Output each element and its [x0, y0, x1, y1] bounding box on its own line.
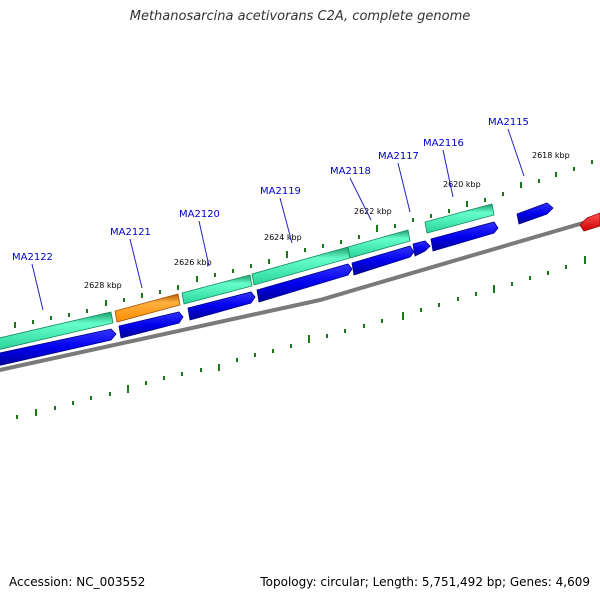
genome-backbone — [0, 216, 600, 372]
scale-label: 2620 kbp — [443, 180, 481, 189]
scale-markers: 2618 kbp 2620 kbp 2622 kbp 2624 kbp 2626… — [84, 151, 570, 290]
cds-forward[interactable] — [0, 311, 114, 350]
gene-label[interactable]: MA2122 — [12, 252, 53, 263]
forward-strand-track — [0, 203, 495, 350]
gc-ticks-inner — [16, 256, 586, 419]
gene-label[interactable]: MA2116 — [423, 138, 464, 149]
cds-reverse[interactable] — [118, 311, 184, 339]
scale-label: 2626 kbp — [174, 258, 212, 267]
feature-other[interactable] — [579, 212, 600, 232]
accession-text: Accession: NC_003552 — [9, 575, 146, 589]
gene-labels: MA2115 MA2116 MA2117 MA2118 MA2119 MA212… — [12, 117, 529, 263]
cds-reverse[interactable] — [351, 245, 415, 276]
cds-forward[interactable] — [181, 274, 253, 305]
gene-label[interactable]: MA2119 — [260, 186, 301, 197]
genome-stats-text: Topology: circular; Length: 5,751,492 bp… — [260, 575, 590, 589]
gene-leader-lines — [31, 128, 525, 311]
cds-reverse[interactable] — [256, 263, 353, 303]
map-title: Methanosarcina acetivorans C2A, complete… — [129, 9, 471, 24]
cds-reverse[interactable] — [430, 221, 499, 252]
gc-ticks-outer — [14, 160, 593, 328]
gene-label[interactable]: MA2118 — [330, 166, 371, 177]
scale-label: 2622 kbp — [354, 207, 392, 216]
scale-label: 2618 kbp — [532, 151, 570, 160]
cds-reverse[interactable] — [187, 291, 256, 321]
cds-forward-highlight[interactable] — [114, 293, 181, 323]
cds-reverse[interactable] — [516, 202, 554, 225]
cds-reverse[interactable] — [412, 240, 431, 257]
reverse-strand-track — [0, 202, 554, 366]
gene-label[interactable]: MA2120 — [179, 209, 220, 220]
scale-label: 2624 kbp — [264, 233, 302, 242]
gene-label[interactable]: MA2117 — [378, 151, 419, 162]
gene-label[interactable]: MA2115 — [488, 117, 529, 128]
cds-reverse[interactable] — [0, 328, 117, 366]
cds-forward[interactable] — [347, 229, 411, 259]
gene-label[interactable]: MA2121 — [110, 227, 151, 238]
scale-label: 2628 kbp — [84, 281, 122, 290]
cds-forward[interactable] — [424, 203, 495, 234]
